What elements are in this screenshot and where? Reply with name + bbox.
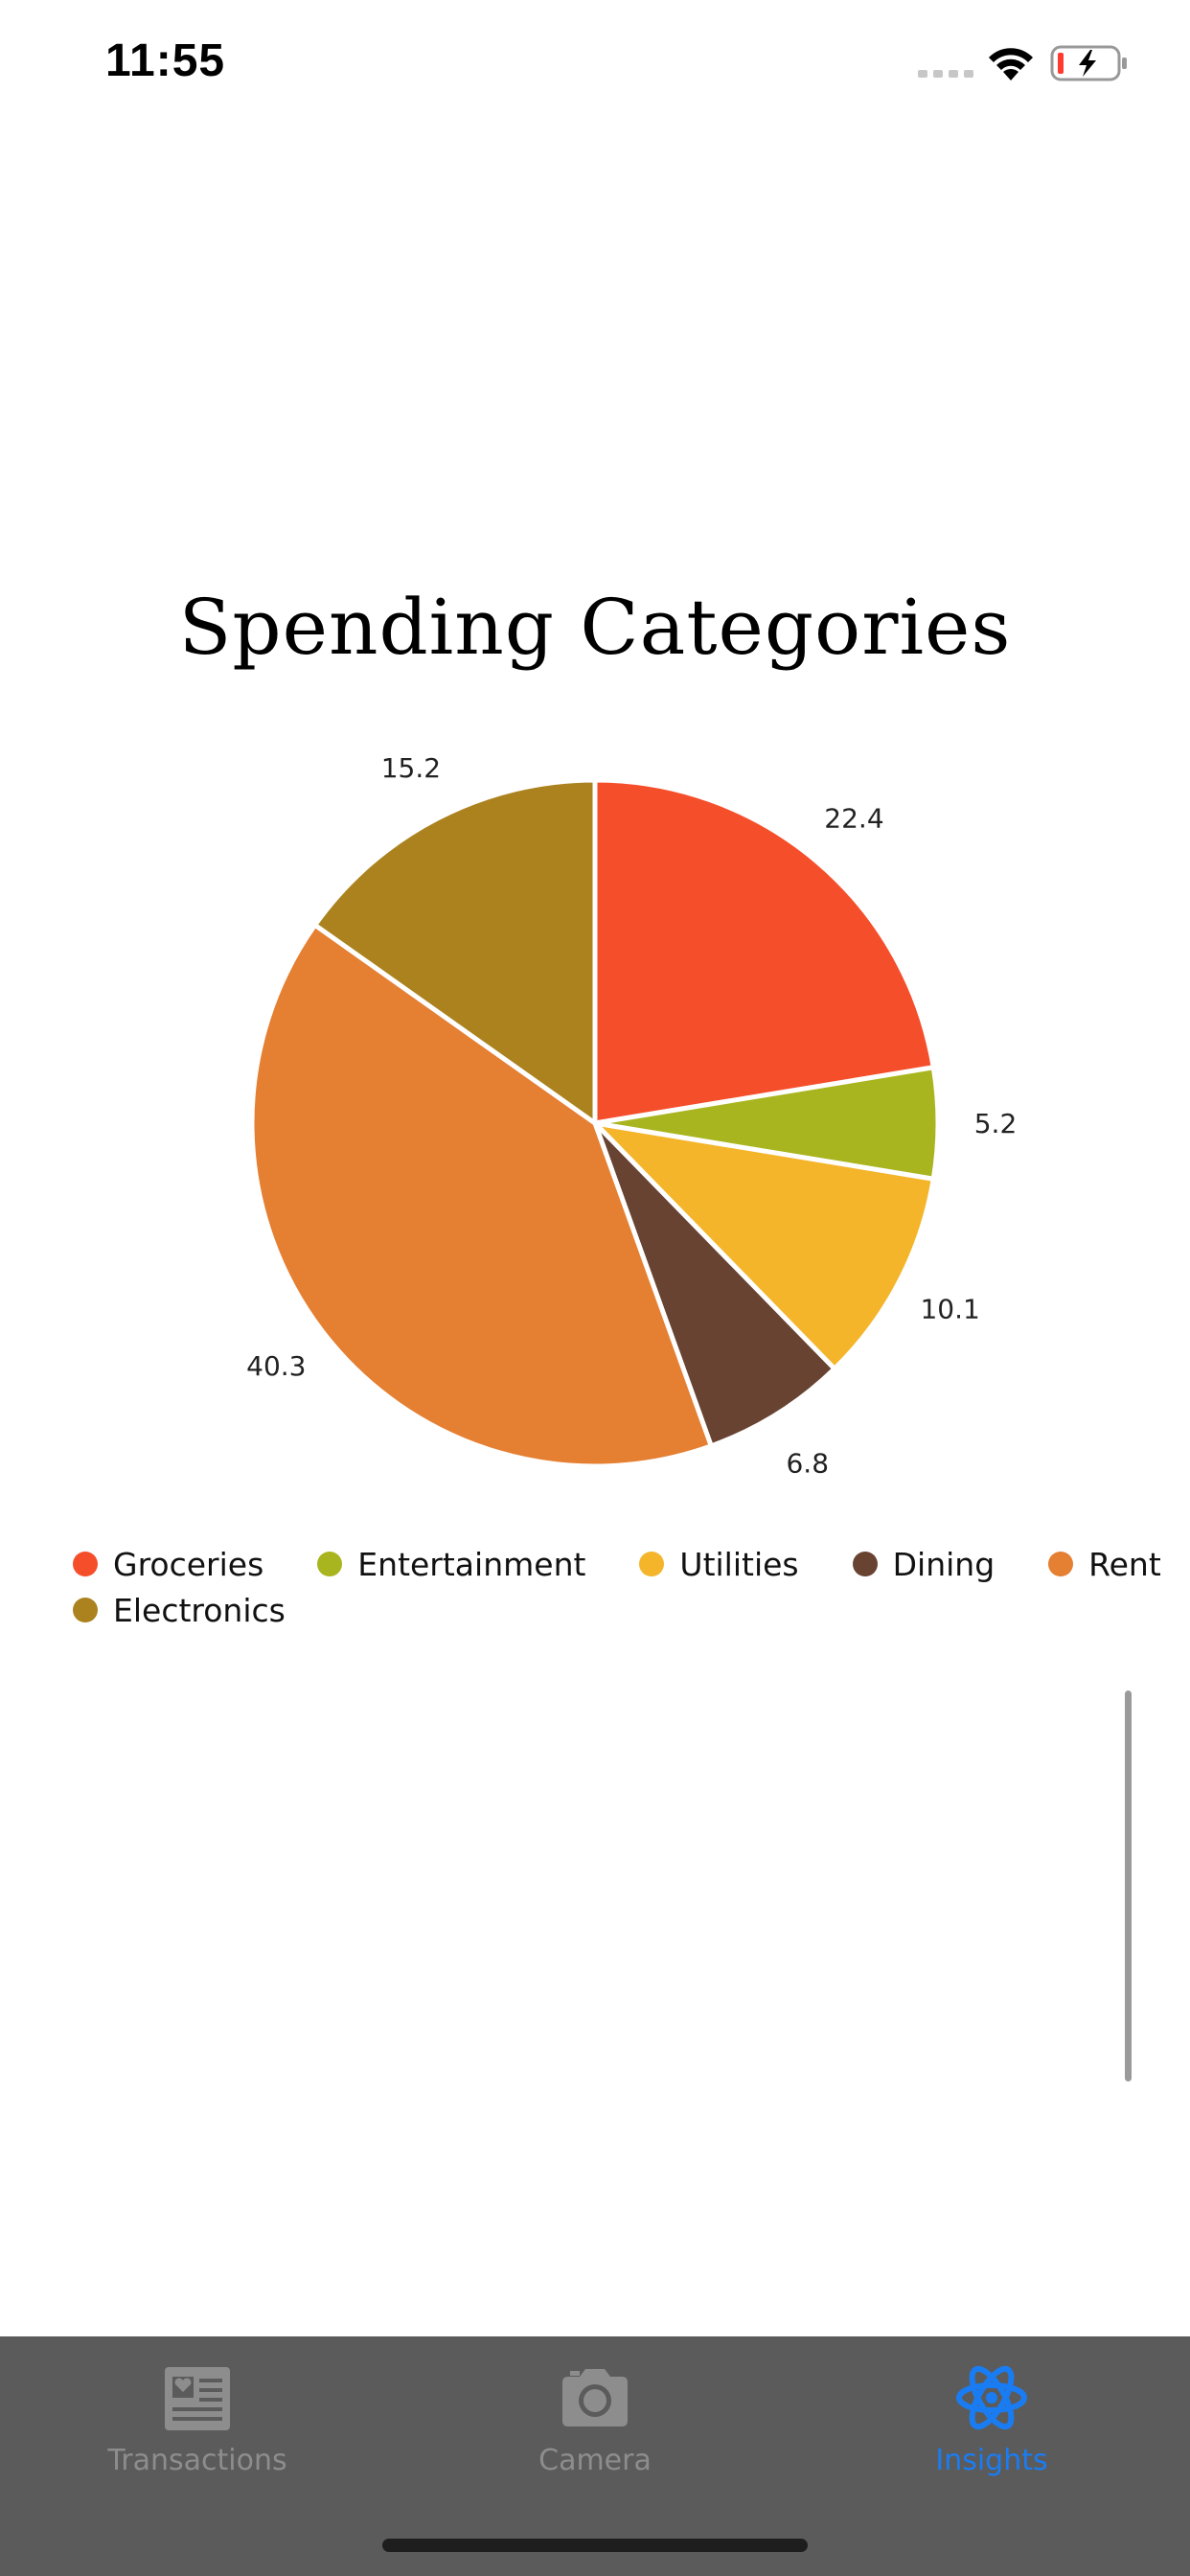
tab-label: Transactions <box>107 2444 287 2477</box>
legend-swatch <box>1048 1552 1074 1576</box>
legend-row: Groceries Entertainment Utilities Dining Ren… <box>73 1541 1161 1587</box>
legend-label: Electronics <box>113 1591 286 1629</box>
battery-charging-icon <box>1050 45 1127 81</box>
pie-value-label: 22.4 <box>824 802 883 834</box>
chart-legend: Groceries Entertainment Utilities Dining Ren… <box>73 1541 1161 1633</box>
pie-value-label: 15.2 <box>381 752 441 784</box>
camera-icon <box>562 2369 628 2426</box>
legend-swatch <box>73 1552 98 1576</box>
legend-item-dining[interactable]: Dining <box>852 1545 995 1583</box>
pie-slice-electronics[interactable] <box>312 777 598 1126</box>
legend-row: Electronics <box>73 1587 1146 1633</box>
legend-item-entertainment[interactable]: Entertainment <box>317 1546 585 1583</box>
legend-item-utilities[interactable]: Utilities <box>639 1545 799 1583</box>
legend-swatch <box>852 1552 878 1576</box>
legend-swatch <box>73 1598 98 1622</box>
legend-swatch <box>639 1552 665 1576</box>
tab-label: Insights <box>935 2444 1048 2477</box>
legend-label: Entertainment <box>357 1545 586 1583</box>
tab-camera[interactable]: Camera <box>451 2359 739 2477</box>
pie-slice-groceries[interactable] <box>592 777 936 1126</box>
pie-slice-rent[interactable] <box>249 922 714 1469</box>
legend-item-rent[interactable]: Rent <box>1048 1546 1161 1583</box>
pie-value-label: 10.1 <box>920 1293 979 1324</box>
pie-slice-dining[interactable] <box>592 1120 837 1449</box>
spending-chart: Spending Categories 22.4 5.2 10.1 6.8 40.3 15… <box>0 537 1190 1648</box>
legend-swatch <box>317 1552 343 1576</box>
home-indicator <box>382 2539 808 2552</box>
legend-label: Utilities <box>679 1545 799 1583</box>
chart-title: Spending Categories <box>178 583 1012 672</box>
pie-value-label: 40.3 <box>246 1350 306 1382</box>
wifi-icon <box>989 48 1033 80</box>
legend-label: Dining <box>892 1545 995 1583</box>
legend-label: Rent <box>1088 1545 1161 1583</box>
status-bar: 11:55 <box>0 0 1190 125</box>
pie-value-label: 5.2 <box>974 1108 1018 1139</box>
legend-label: Groceries <box>113 1545 264 1583</box>
cellular-signal-icon <box>918 70 973 78</box>
newspaper-icon <box>165 2367 230 2430</box>
tab-insights[interactable]: Insights <box>848 2359 1135 2477</box>
tab-bar: Transactions Camera Insights <box>0 2336 1190 2576</box>
tab-label: Camera <box>538 2444 652 2477</box>
legend-item-electronics[interactable]: Electronics <box>73 1592 286 1629</box>
pie-value-label: 6.8 <box>786 1447 829 1479</box>
scroll-indicator[interactable] <box>1125 1690 1132 2082</box>
status-time: 11:55 <box>105 35 226 86</box>
atom-icon <box>956 2365 1027 2430</box>
tab-transactions[interactable]: Transactions <box>54 2359 341 2477</box>
legend-item-groceries[interactable]: Groceries <box>73 1546 263 1583</box>
pie-slice-utilities[interactable] <box>592 1120 936 1371</box>
pie-chart: 22.4 5.2 10.1 6.8 40.3 15.2 <box>246 752 1018 1480</box>
